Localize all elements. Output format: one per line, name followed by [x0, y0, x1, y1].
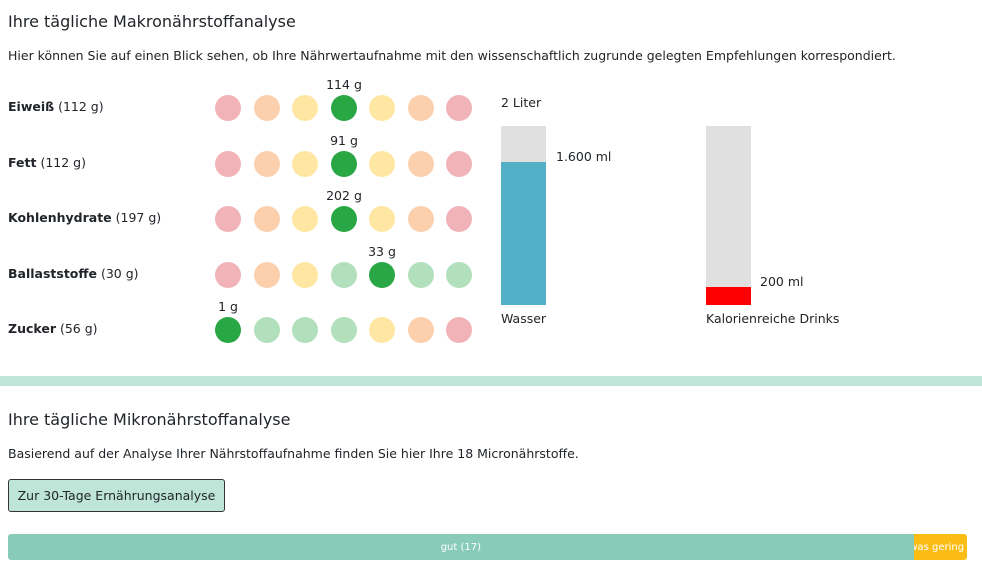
macro-dot — [369, 151, 395, 177]
macro-dot — [254, 317, 280, 343]
drinks-label: Kalorienreiche Drinks — [706, 311, 840, 326]
macro-value: 114 g — [326, 77, 362, 92]
macro-dot-active — [215, 317, 241, 343]
macro-dot — [292, 95, 318, 121]
macro-name: Ballaststoffe — [8, 266, 97, 281]
macro-dot — [446, 262, 472, 288]
macro-dot — [331, 262, 357, 288]
micronutrient-progress-bar: gut (17)etwas gering (1) — [8, 534, 967, 560]
water-max-label: 2 Liter — [501, 95, 542, 110]
macro-name: Eiweiß — [8, 99, 55, 114]
macro-name: Fett — [8, 155, 37, 170]
section-divider — [0, 376, 982, 386]
macro-label: Ballaststoffe (30 g) — [8, 266, 139, 281]
macro-target: (197 g) — [111, 210, 162, 225]
macro-value: 202 g — [326, 188, 362, 203]
water-bar-fill — [501, 161, 546, 305]
segment-good: gut (17) — [8, 534, 914, 560]
macro-dot — [292, 317, 318, 343]
macro-dot-active — [369, 262, 395, 288]
drinks-bar — [706, 126, 751, 305]
macro-dot — [369, 206, 395, 232]
water-label: Wasser — [501, 311, 547, 326]
macro-dot — [408, 95, 434, 121]
macro-dot — [215, 95, 241, 121]
macro-dot — [292, 262, 318, 288]
macro-name: Kohlenhydrate — [8, 210, 112, 225]
macro-target: (56 g) — [56, 321, 98, 336]
macro-dot — [408, 262, 434, 288]
macro-dot — [408, 151, 434, 177]
macro-label: Zucker (56 g) — [8, 321, 98, 336]
water-bar — [501, 126, 546, 305]
macro-dot — [215, 151, 241, 177]
macro-dot — [369, 95, 395, 121]
macro-dot — [254, 151, 280, 177]
macro-dot — [254, 95, 280, 121]
macro-intro: Hier können Sie auf einen Blick sehen, o… — [8, 48, 896, 63]
micro-intro: Basierend auf der Analyse Ihrer Nährstof… — [8, 446, 579, 461]
macro-label: Kohlenhydrate (197 g) — [8, 210, 161, 225]
macro-target: (112 g) — [36, 155, 86, 170]
thirty-day-analysis-button[interactable]: Zur 30-Tage Ernährungsanalyse — [8, 479, 225, 512]
macro-dot — [254, 206, 280, 232]
macro-dot-active — [331, 151, 357, 177]
macro-label: Eiweiß (112 g) — [8, 99, 104, 114]
macro-dot — [292, 151, 318, 177]
macro-dot — [369, 317, 395, 343]
macro-dot — [215, 206, 241, 232]
water-value: 1.600 ml — [556, 149, 612, 164]
macro-target: (112 g) — [54, 99, 104, 114]
macro-dot — [446, 206, 472, 232]
segment-slightly-low: etwas gering (1) — [913, 534, 967, 560]
macro-value: 1 g — [218, 299, 238, 314]
macro-target: (30 g) — [97, 266, 139, 281]
macro-value: 33 g — [368, 244, 396, 259]
macro-dot — [215, 262, 241, 288]
micro-title: Ihre tägliche Mikronährstoffanalyse — [8, 410, 291, 429]
macro-dot-active — [331, 95, 357, 121]
macro-name: Zucker — [8, 321, 56, 336]
macro-dot — [408, 206, 434, 232]
macro-dot — [446, 151, 472, 177]
macro-label: Fett (112 g) — [8, 155, 86, 170]
macro-dot — [254, 262, 280, 288]
macro-dot — [446, 317, 472, 343]
macro-title: Ihre tägliche Makronährstoffanalyse — [8, 12, 296, 31]
macro-dot-active — [331, 206, 357, 232]
macro-dot — [446, 95, 472, 121]
macro-dot — [331, 317, 357, 343]
macro-dot — [292, 206, 318, 232]
drinks-value: 200 ml — [760, 274, 804, 289]
macro-dot — [408, 317, 434, 343]
macro-value: 91 g — [330, 133, 358, 148]
drinks-bar-fill — [706, 287, 751, 305]
